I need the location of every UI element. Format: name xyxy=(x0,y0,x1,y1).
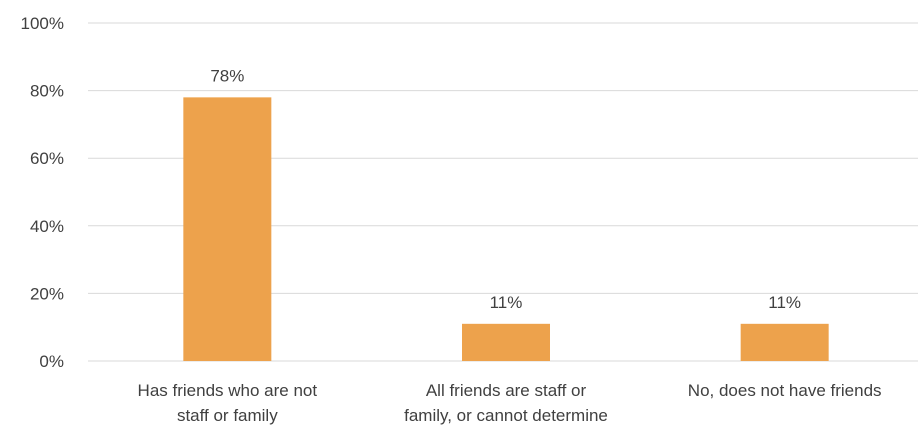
y-tick-label: 0% xyxy=(39,352,64,371)
x-category-label: All friends are staff or xyxy=(426,381,587,400)
y-axis-tick-labels: 0% 20% 40% 60% 80% 100% xyxy=(21,14,64,371)
y-tick-label: 60% xyxy=(30,149,64,168)
x-category-label: Has friends who are not xyxy=(138,381,318,400)
data-label: 78% xyxy=(210,66,244,85)
y-tick-label: 100% xyxy=(21,14,64,33)
data-label: 11% xyxy=(490,293,523,312)
y-tick-label: 80% xyxy=(30,82,64,101)
bar xyxy=(462,324,550,361)
y-tick-label: 40% xyxy=(30,217,64,236)
x-axis-category-labels: Has friends who are not staff or family Al… xyxy=(138,381,882,425)
data-labels: 78% 11% 11% xyxy=(210,66,801,311)
bar xyxy=(741,324,829,361)
bars xyxy=(183,97,828,361)
x-category-label: No, does not have friends xyxy=(688,381,882,400)
data-label: 11% xyxy=(768,293,801,312)
bar xyxy=(183,97,271,361)
x-category-label: family, or cannot determine xyxy=(404,406,608,425)
x-category-label: staff or family xyxy=(177,406,278,425)
y-tick-label: 20% xyxy=(30,284,64,303)
